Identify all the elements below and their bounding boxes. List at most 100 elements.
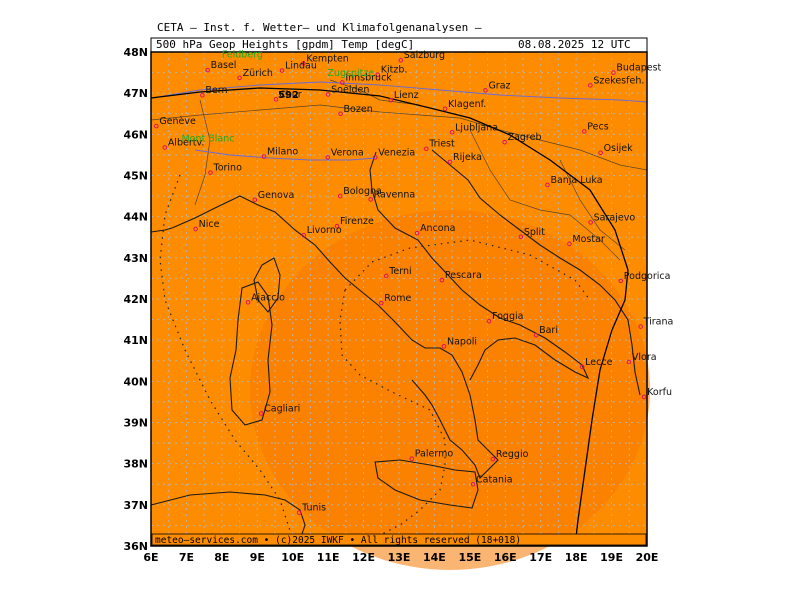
city-label: Genève	[159, 116, 196, 127]
lon-tick-label: 15E	[458, 551, 481, 564]
lon-tick-label: 11E	[317, 551, 340, 564]
city-marker	[588, 83, 593, 88]
city-marker	[441, 344, 447, 349]
city-label: Livorno	[307, 225, 342, 236]
city-marker	[261, 154, 267, 159]
city-marker	[296, 510, 302, 515]
city-marker	[423, 146, 429, 152]
city-marker	[334, 223, 340, 229]
city-label: Szekesfeh.	[593, 75, 644, 86]
lat-tick-label: 42N	[123, 293, 148, 306]
longitude-axis: 6E 7E 8E 9E 10E 11E 12E 13E 14E 15E 16E 17E 18E 19E 20…	[143, 551, 658, 564]
city-label: Ljubljana	[455, 122, 498, 133]
city-label: Budapest	[616, 63, 661, 74]
city-label: Genova	[258, 190, 294, 201]
city-label: Bern	[205, 85, 227, 96]
city-marker	[325, 92, 331, 97]
city-marker	[208, 170, 213, 175]
country-borders	[150, 79, 648, 261]
city-label: Tirana	[643, 317, 674, 328]
city-label: Terni	[388, 266, 411, 277]
city-marker	[442, 106, 448, 112]
city-marker	[638, 324, 643, 329]
city-label: Kempten	[306, 54, 348, 65]
lon-tick-label: 19E	[600, 551, 623, 564]
peak-label: Feldberg	[222, 49, 263, 60]
city-marker	[154, 123, 159, 129]
city-label: Banja Luka	[550, 175, 602, 186]
city-label: Bologna	[343, 186, 382, 197]
city-marker	[409, 456, 415, 462]
city-marker	[325, 155, 331, 160]
city-marker	[486, 318, 492, 324]
city-label: Podgorica	[624, 271, 671, 282]
city-marker	[200, 92, 205, 98]
lat-tick-label: 41N	[123, 334, 148, 347]
city-label: Nice	[199, 219, 220, 230]
lon-tick-label: 10E	[281, 551, 304, 564]
city-marker	[414, 230, 420, 236]
city-marker	[545, 182, 550, 188]
city-marker	[273, 97, 279, 102]
lat-tick-label: 43N	[123, 252, 148, 265]
peak-labels: Feldberg Zugspitze Mont Blanc	[181, 49, 374, 144]
city-label: Verona	[331, 147, 364, 158]
city-marker	[618, 278, 624, 284]
city-label: Venezia	[378, 147, 415, 158]
city-marker	[581, 129, 587, 134]
city-label: Pecs	[587, 121, 608, 132]
city-label: Salzburg	[404, 50, 445, 61]
city-marker	[641, 394, 647, 400]
lat-tick-label: 46N	[123, 128, 148, 141]
city-label: Ajaccio	[251, 292, 285, 303]
lat-tick-label: 39N	[123, 417, 148, 430]
latitude-axis: 48N 47N 46N 45N 44N 43N 42N 41N 40N 39N 38N 37N 36N	[123, 46, 148, 553]
city-label: Bozen	[344, 104, 373, 115]
city-label: Rijeka	[453, 152, 482, 163]
city-label: Palermo	[415, 449, 454, 460]
city-label: Foggia	[492, 311, 523, 322]
product-label: 500 hPa Geop Heights [gpdm] Temp [degC]	[156, 38, 415, 51]
city-marker	[245, 299, 251, 305]
lon-tick-label: 20E	[636, 551, 659, 564]
city-marker	[237, 75, 242, 81]
lon-tick-label: 9E	[250, 551, 265, 564]
city-marker	[470, 481, 476, 487]
city-marker	[375, 72, 381, 77]
city-marker	[398, 57, 404, 63]
city-label: Tunis	[301, 503, 326, 514]
lat-tick-label: 45N	[123, 170, 148, 183]
city-marker	[447, 159, 453, 165]
city-marker	[518, 234, 524, 240]
lat-tick-label: 44N	[123, 211, 148, 224]
city-marker	[626, 359, 632, 365]
city-label: Firenze	[340, 216, 374, 227]
lat-tick-label: 48N	[123, 46, 148, 59]
city-label: Milano	[267, 147, 298, 158]
lon-tick-label: 13E	[388, 551, 411, 564]
city-label: Chur	[279, 89, 302, 100]
valid-time: 08.08.2025 12 UTC	[518, 38, 631, 51]
lat-tick-label: 37N	[123, 499, 148, 512]
city-label: Sarajevo	[594, 212, 636, 223]
lon-tick-label: 7E	[179, 551, 194, 564]
footer-band	[151, 533, 647, 546]
lon-tick-label: 12E	[352, 551, 375, 564]
city-label: Torino	[213, 163, 243, 174]
city-marker	[588, 220, 593, 225]
city-marker	[579, 364, 585, 370]
footer-copyright: meteo–services.com • (c)2025 IWKF • All …	[155, 535, 521, 546]
city-label: Basel	[211, 60, 237, 71]
map-frame	[150, 51, 648, 547]
city-label: Reggio	[496, 449, 529, 460]
city-label: Korfu	[647, 387, 672, 398]
city-label: Lindau	[285, 61, 317, 72]
city-label: Cagliari	[264, 403, 300, 414]
city-label: Triest	[428, 139, 455, 150]
isotherms	[159, 174, 591, 547]
peak-label: Zugspitze	[327, 68, 374, 79]
lon-tick-label: 14E	[423, 551, 446, 564]
city-label: Osijek	[604, 143, 634, 154]
city-marker	[439, 277, 445, 283]
